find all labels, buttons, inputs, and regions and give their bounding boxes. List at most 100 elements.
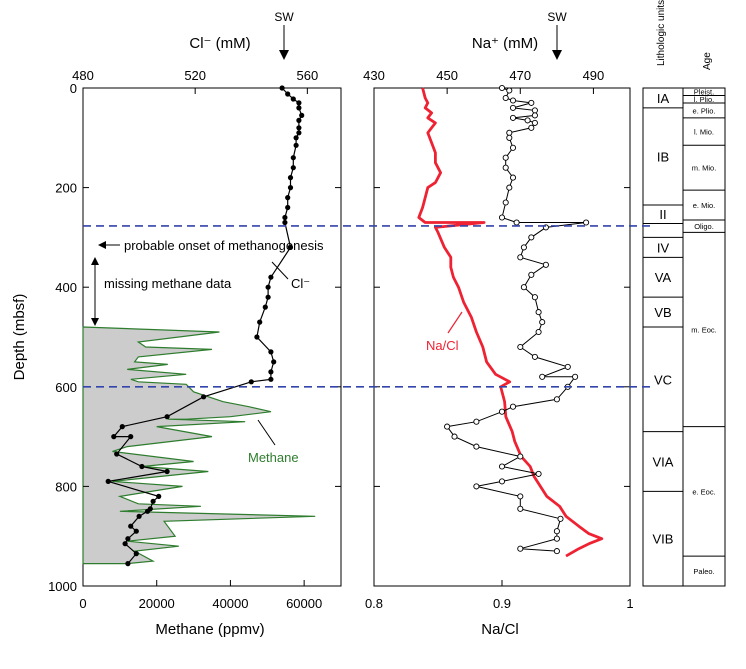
lithology-unit-label: IV (657, 240, 670, 255)
top-tick-label: 480 (72, 68, 94, 83)
chloride-point (293, 135, 299, 141)
lithology-unit-label: VC (654, 372, 672, 387)
sodium-point (535, 309, 542, 316)
sodium-point (509, 403, 517, 410)
chloride-point (139, 463, 145, 470)
boundary-lines-layer (83, 225, 650, 388)
sodium-point (509, 97, 517, 104)
sodium-point (444, 423, 451, 430)
chloride-point (296, 117, 302, 123)
sodium-point (509, 144, 517, 151)
nacl-curve-label: Na/Cl (426, 338, 459, 353)
sodium-point (509, 104, 517, 111)
missing-arrow-head-down (91, 318, 99, 326)
sodium-point (473, 418, 480, 425)
sodium-point (539, 319, 546, 326)
chloride-point (296, 100, 302, 106)
sodium-point (542, 261, 549, 268)
age-units-layer: Pleist.l. Plio. e. Plio. l. Mio. m. Mio. e. … (682, 87, 726, 587)
onset-annotation: probable onset of methanogenesis (98, 238, 324, 253)
methane-leader-line (257, 419, 276, 446)
chloride-point (144, 508, 151, 514)
sodium-point (502, 94, 509, 102)
age-header: Age (702, 52, 713, 70)
left-panel: 0 200 400 600 800 1000 480 520 560 0 20000 40000 600… (11, 10, 342, 638)
age-unit-label: Paleo. (693, 567, 714, 576)
lithology-unit-label: VIB (653, 532, 674, 547)
sodium-point (506, 134, 513, 141)
chloride-point (285, 204, 291, 211)
bottom-tick-label: 20000 (139, 596, 175, 611)
sodium-point (564, 363, 571, 370)
top-axis-label-na: Na⁺ (mM) (472, 35, 538, 52)
sodium-point (535, 470, 542, 477)
sodium-point (506, 87, 513, 94)
sodium-point (583, 219, 590, 226)
chloride-point (268, 274, 274, 280)
sodium-point (531, 353, 538, 360)
chloride-point (268, 349, 274, 355)
y-tick-label: 0 (70, 81, 77, 96)
onset-label: probable onset of methanogenesis (124, 238, 324, 253)
sodium-point (528, 99, 535, 106)
chloride-point (133, 528, 139, 534)
chloride-point (296, 105, 302, 111)
sw-arrow-left-head (279, 50, 289, 60)
y-axis-label-depth: Depth (mbsf) (11, 294, 28, 381)
bottom-tick-label: 0 (79, 596, 86, 611)
age-unit-label: l. Plio. (694, 95, 714, 104)
sodium-point (528, 234, 535, 241)
lithology-column: Lithologic units/subunits Age IA IB II IV VA… (642, 0, 726, 587)
lithology-unit-label: VB (654, 305, 671, 320)
chloride-point (111, 434, 117, 440)
onset-arrow-head (98, 241, 106, 249)
sodium-point (531, 112, 538, 119)
sodium-point (553, 548, 560, 555)
missing-label: missing methane data (104, 276, 232, 291)
chloride-point (201, 394, 207, 400)
age-unit-label: Oligo. (694, 222, 714, 231)
y-tick-label: 600 (55, 380, 77, 395)
cl-leader-line (271, 261, 289, 280)
sw-label-left: SW (274, 10, 294, 24)
chloride-point (285, 195, 291, 201)
sodium-point (498, 214, 506, 221)
chloride-point (282, 219, 288, 226)
chloride-point (164, 468, 170, 475)
sodium-point (473, 483, 480, 490)
sodium-point (553, 528, 560, 535)
sodium-point (520, 244, 527, 251)
bottom-tick-label: 40000 (212, 596, 248, 611)
sodium-point (502, 154, 509, 161)
age-unit-label: e. Mio. (693, 201, 716, 210)
sodium-point (517, 343, 524, 351)
sodium-point (473, 443, 480, 450)
sodium-point (553, 535, 560, 542)
bottom-tick-label: 0.9 (493, 596, 511, 611)
cl-curve-label: Cl⁻ (291, 276, 310, 291)
top-tick-label: 430 (363, 68, 385, 83)
chloride-point (265, 284, 271, 290)
top-axis-label-cl: Cl⁻ (mM) (189, 35, 250, 52)
chloride-point (164, 414, 170, 420)
methane-curve-label: Methane (248, 450, 299, 465)
age-unit-label: l. Mio. (694, 128, 714, 137)
sodium-point (509, 114, 517, 121)
right-axes-layer: 430 450 470 490 0.8 0.9 1 (363, 68, 633, 611)
sodium-point (498, 84, 506, 92)
sw-label-right: SW (547, 10, 567, 24)
y-tick-label: 1000 (48, 579, 77, 594)
chloride-point (257, 319, 263, 325)
chloride-point (150, 498, 156, 504)
sodium-point (517, 505, 524, 512)
sw-arrow-right-head (552, 50, 562, 60)
sodium-point (572, 373, 579, 380)
lithology-unit-label: IB (657, 149, 669, 164)
chloride-point (268, 369, 274, 375)
chloride-point (290, 96, 296, 102)
missing-arrow-head-up (91, 257, 99, 265)
chloride-point (279, 85, 285, 91)
na-cl-line (417, 87, 604, 558)
lithology-header: Lithologic units/subunits (656, 0, 667, 66)
